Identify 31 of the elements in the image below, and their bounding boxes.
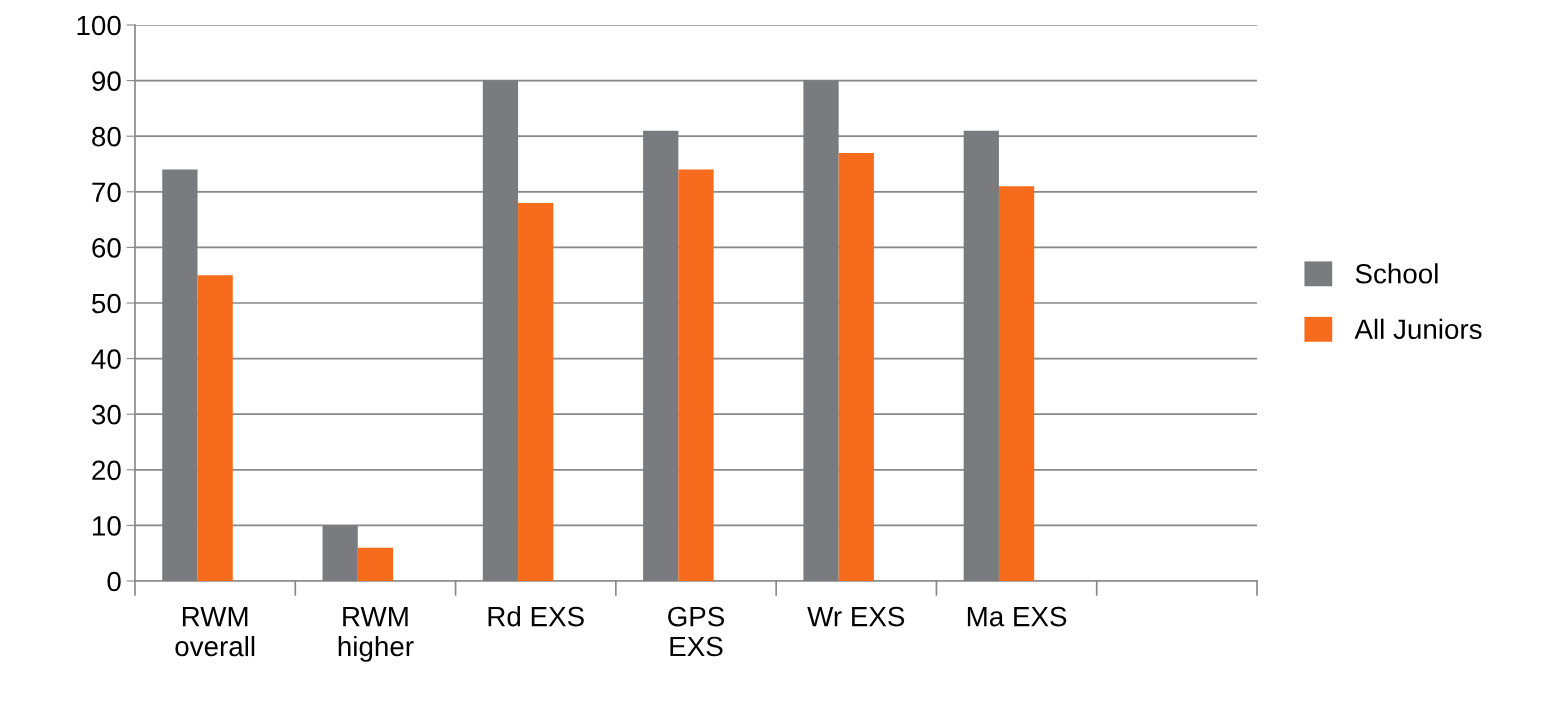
bar [482,80,519,581]
y-tick-label: 10 [93,516,121,536]
y-tick-label: 80 [92,126,121,147]
bar [803,80,839,581]
x-tick-label: GPS EXS [668,606,725,657]
bar [197,275,233,581]
x-tick-label: Ma EXS [967,606,1067,627]
y-tick-label: 40 [91,349,121,369]
y-tick-label: 90 [92,71,121,91]
bar [963,130,999,581]
x-tick-label: Wr EXS [807,606,905,627]
x-tick-label: RWM overall [175,607,255,657]
x-tick-label: Rd EXS [488,606,584,627]
x-tick-label: RWM higher [338,607,414,662]
y-tick-label: 100 [77,15,121,36]
legend-label: School [1355,263,1438,284]
y-tick-label: 50 [92,293,121,314]
bar [643,130,679,581]
y-tick-label: 0 [107,571,121,592]
y-tick-label: 70 [92,182,121,203]
bar [678,169,714,581]
bar [357,547,394,581]
y-tick-label: 60 [92,238,121,258]
bar [162,169,198,581]
legend-label: All Juniors [1354,318,1482,340]
bar [322,525,358,581]
bar [998,186,1035,581]
y-tick-label: 30 [91,404,121,425]
bar [838,152,874,581]
bar [518,202,554,581]
y-tick-label: 20 [92,460,121,481]
